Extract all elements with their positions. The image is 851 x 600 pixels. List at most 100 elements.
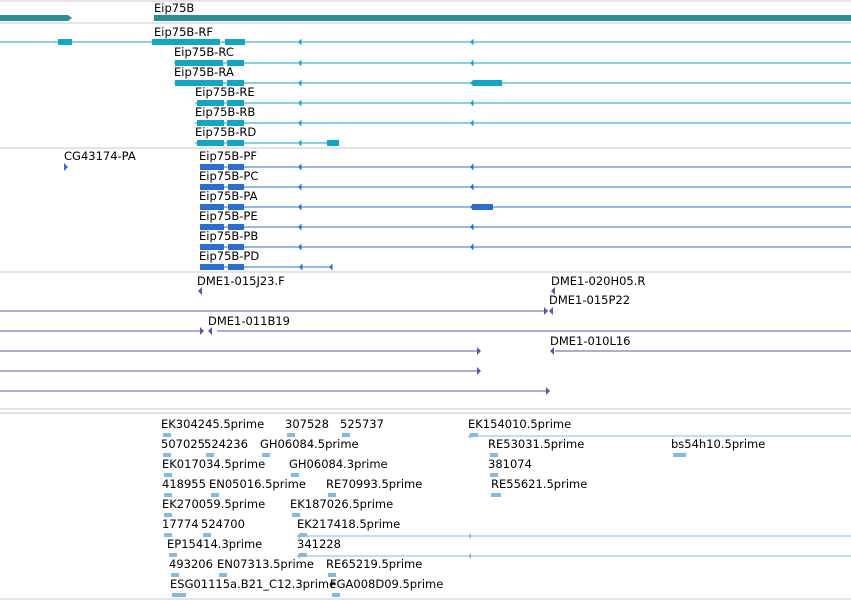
est-feature[interactable]: 418955	[162, 477, 206, 497]
strand-arrow-icon	[468, 533, 471, 539]
clone-feature[interactable]: DME1-020H05.R	[551, 274, 645, 295]
exon-block	[227, 60, 244, 66]
est-feature[interactable]: EK154010.5prime	[468, 417, 571, 437]
clone-end-icon	[549, 307, 553, 315]
est-feature[interactable]	[491, 493, 498, 497]
est-feature[interactable]	[297, 533, 851, 539]
transcript-label: Eip75B-PA	[199, 189, 258, 203]
est-feature[interactable]: 525737	[340, 417, 384, 437]
clone-feature[interactable]	[0, 387, 550, 395]
est-feature[interactable]: FGA008D09.5prime	[330, 577, 443, 597]
clone-feature[interactable]	[0, 367, 481, 375]
clone-end-icon	[198, 287, 202, 295]
est-block	[328, 493, 336, 497]
est-feature[interactable]: EN05016.5prime	[209, 477, 306, 497]
est-label: 525737	[340, 417, 384, 431]
exon-block	[197, 100, 224, 106]
est-block	[490, 473, 498, 477]
transcript-pa-cg43174[interactable]: CG43174-PA	[64, 149, 136, 171]
est-block	[169, 553, 177, 557]
est-label: EK187026.5prime	[290, 497, 393, 511]
est-feature[interactable]: 524700	[201, 517, 245, 537]
est-block	[163, 453, 171, 457]
gene-feature[interactable]: Eip75B	[0, 1, 851, 21]
est-feature[interactable]: EK017034.5prime	[162, 457, 265, 477]
strand-arrow-icon	[298, 59, 302, 67]
est-label: 381074	[488, 457, 532, 471]
strand-arrow-icon	[298, 203, 302, 211]
exon-block	[175, 60, 223, 66]
transcript-rna-5[interactable]: Eip75B-RD	[195, 125, 339, 147]
exon-block	[200, 184, 224, 190]
transcript-rna-3[interactable]: Eip75B-RE	[195, 85, 851, 107]
transcript-label: Eip75B-PD	[199, 249, 259, 263]
clone-feature[interactable]: DME1-011B19	[0, 314, 851, 335]
est-feature[interactable]: RE65219.5prime	[326, 557, 422, 577]
est-label: FGA008D09.5prime	[330, 577, 443, 591]
est-feature[interactable]: ESG01115a.B21_C12.3prime	[170, 577, 336, 597]
est-label: EK154010.5prime	[468, 417, 571, 431]
est-feature[interactable]: 507025	[161, 437, 205, 457]
transcript-pp-1[interactable]: Eip75B-PF	[199, 149, 851, 171]
est-label: 493206	[169, 557, 213, 571]
strand-arrow-icon	[298, 119, 302, 127]
strand-arrow-icon	[470, 243, 474, 251]
transcript-pp-5[interactable]: Eip75B-PB	[199, 229, 851, 251]
est-feature[interactable]: 17774	[162, 517, 199, 537]
est-feature[interactable]	[674, 453, 686, 457]
strand-arrow-icon	[470, 163, 474, 171]
transcript-pp-6[interactable]: Eip75B-PD	[199, 249, 333, 271]
transcript-rna-4[interactable]: Eip75B-RB	[195, 105, 851, 127]
clone-end-icon	[477, 347, 481, 355]
transcript-rna-1[interactable]: Eip75B-RC	[174, 45, 851, 67]
est-feature[interactable]: 307528	[285, 417, 329, 437]
transcript-rna-0[interactable]: Eip75B-RF	[0, 25, 851, 46]
est-feature[interactable]: RE55621.5prime	[491, 477, 587, 497]
transcript-pp-3[interactable]: Eip75B-PA	[199, 189, 851, 211]
est-feature[interactable]: RE53031.5prime	[488, 437, 584, 457]
transcript-label: Eip75B-RF	[154, 25, 213, 39]
exon-block	[58, 39, 72, 45]
transcript-pp-4[interactable]: Eip75B-PE	[199, 209, 851, 231]
clone-feature[interactable]: DME1-010L16	[0, 334, 851, 355]
est-block	[262, 453, 270, 457]
transcript-rna-2[interactable]: Eip75B-RA	[174, 65, 851, 87]
clone-feature[interactable]: DME1-015J23.F	[197, 274, 285, 295]
thick-bar-arrow-icon	[0, 15, 72, 21]
est-label: EN05016.5prime	[209, 477, 306, 491]
est-feature[interactable]: 524236	[204, 437, 248, 457]
exon-block	[228, 264, 244, 270]
exon-block	[227, 140, 244, 146]
est-feature[interactable]: EN07313.5prime	[217, 557, 314, 577]
est-label: GH06084.3prime	[289, 457, 388, 471]
clone-end-icon	[551, 287, 555, 295]
exon-block	[200, 264, 224, 270]
est-feature[interactable]: 381074	[488, 457, 532, 477]
est-feature[interactable]: 341228	[297, 537, 341, 557]
transcript-pp-2[interactable]: Eip75B-PC	[199, 169, 851, 191]
est-feature[interactable]: EK187026.5prime	[290, 497, 393, 517]
est-feature[interactable]: GH06084.5prime	[260, 437, 359, 457]
strand-arrow-icon	[298, 163, 302, 171]
est-feature[interactable]: EK217418.5prime	[297, 517, 400, 537]
est-feature[interactable]: GH06084.3prime	[289, 457, 388, 477]
est-feature[interactable]	[297, 553, 851, 559]
est-block	[164, 493, 172, 497]
exon-block	[327, 140, 339, 146]
exon-block	[200, 224, 224, 230]
est-feature[interactable]: 493206	[169, 557, 213, 577]
clone-end-icon	[208, 327, 212, 335]
est-feature[interactable]	[468, 433, 851, 439]
exon-block	[197, 140, 224, 146]
est-feature[interactable]	[172, 593, 186, 597]
est-block	[328, 573, 336, 577]
est-feature[interactable]: EP15414.3prime	[167, 537, 262, 557]
clone-end-icon	[544, 307, 548, 315]
est-feature[interactable]: EK270059.5prime	[162, 497, 265, 517]
est-feature[interactable]: RE70993.5prime	[326, 477, 422, 497]
transcript-label: Eip75B-PF	[199, 149, 257, 163]
clone-feature[interactable]: DME1-015P22	[0, 293, 630, 315]
transcript-label: Eip75B-RB	[195, 105, 255, 119]
est-feature[interactable]: EK304245.5prime	[161, 417, 264, 437]
